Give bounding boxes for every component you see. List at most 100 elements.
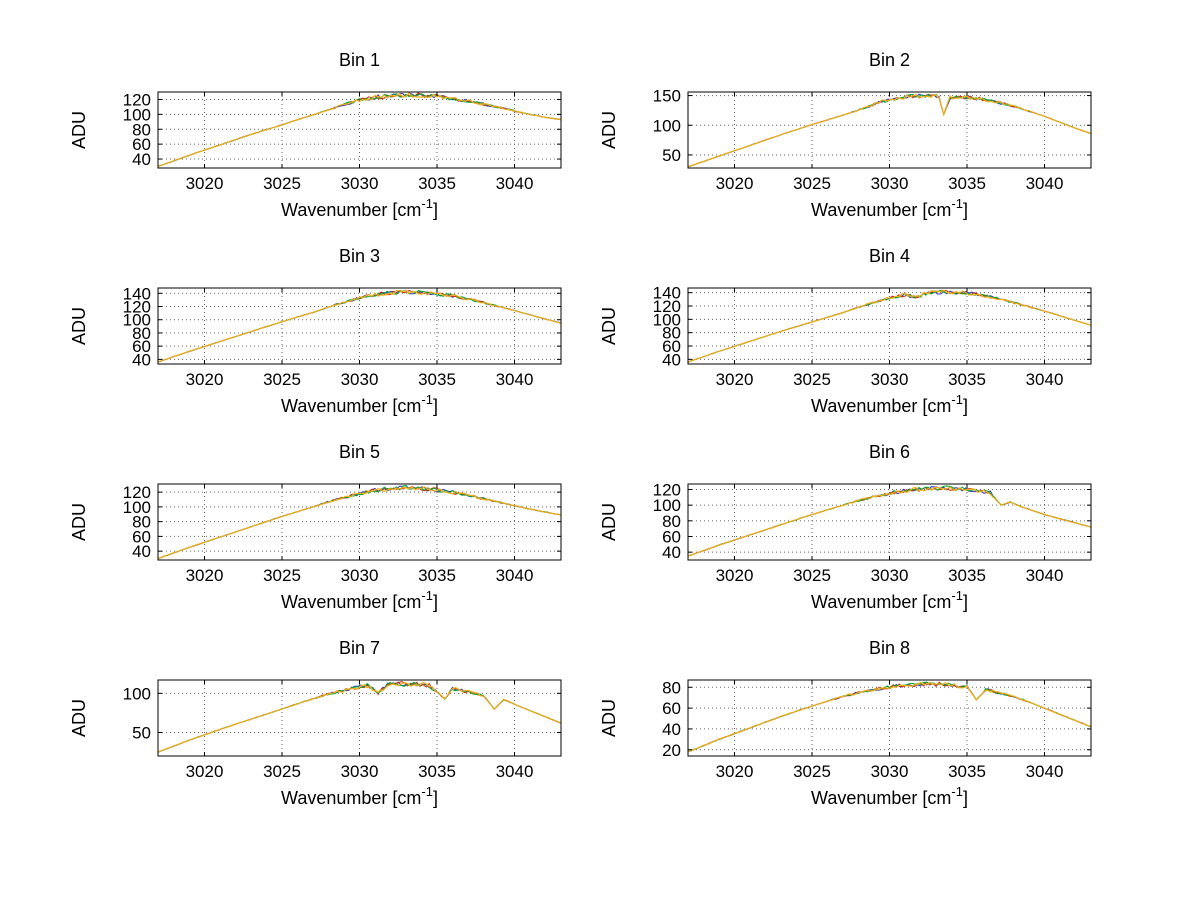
- y-tick-label: 120: [123, 483, 151, 502]
- y-tick-label: 50: [132, 723, 151, 742]
- x-tick-label: 3025: [263, 370, 301, 389]
- x-tick-label: 3040: [496, 370, 534, 389]
- x-axis-label: Wavenumber [cm-1]: [281, 196, 438, 220]
- y-axis-label: ADU: [599, 503, 619, 541]
- x-tick-label: 3020: [186, 370, 224, 389]
- x-tick-label: 3040: [1026, 762, 1064, 781]
- y-tick-label: 100: [653, 310, 681, 329]
- x-tick-label: 3020: [716, 370, 754, 389]
- y-tick-label: 40: [662, 350, 681, 369]
- subplot-bin-8: Bin 8 ADU Wavenumber [cm-1] 3020 3025 3030…: [599, 638, 1092, 808]
- y-tick-label: 120: [653, 480, 681, 499]
- x-tick-label: 3040: [1026, 370, 1064, 389]
- chart-title: Bin 7: [339, 638, 380, 658]
- x-tick-label: 3040: [1026, 174, 1064, 193]
- x-tick-label: 3025: [263, 566, 301, 585]
- x-axis-label: Wavenumber [cm-1]: [811, 588, 968, 612]
- y-tick-label: 100: [123, 105, 151, 124]
- series-trace-yellow: [157, 681, 562, 753]
- y-tick-label: 120: [123, 298, 151, 317]
- x-tick-label: 3035: [948, 370, 986, 389]
- y-tick-label: 80: [132, 513, 151, 532]
- x-tick-label: 3020: [186, 566, 224, 585]
- x-tick-label: 3035: [948, 762, 986, 781]
- plot-area: 3020 3025 3030 3035 3040 50 100: [123, 679, 562, 781]
- chart-title: Bin 2: [869, 50, 910, 70]
- series-trace-blue: [687, 93, 1092, 168]
- x-tick-label: 3035: [948, 566, 986, 585]
- y-tick-label: 60: [662, 337, 681, 356]
- x-tick-label: 3025: [793, 370, 831, 389]
- plot-area: 3020 3025 3030 3035 3040 20 40 60 80: [662, 678, 1092, 781]
- y-tick-label: 120: [653, 297, 681, 316]
- y-tick-label: 100: [123, 498, 151, 517]
- y-tick-label: 40: [132, 350, 151, 369]
- y-tick-label: 80: [662, 324, 681, 343]
- x-tick-label: 3025: [793, 566, 831, 585]
- y-tick-label: 50: [662, 146, 681, 165]
- series-trace-yellow: [157, 289, 562, 363]
- series-trace-blue: [687, 486, 1092, 557]
- plot-area: 3020 3025 3030 3035 3040 50 100 150: [653, 87, 1092, 193]
- series-trace-red: [687, 93, 1092, 168]
- x-tick-label: 3030: [341, 566, 379, 585]
- x-tick-label: 3020: [716, 566, 754, 585]
- x-axis-label: Wavenumber [cm-1]: [811, 784, 968, 808]
- x-tick-label: 3040: [1026, 566, 1064, 585]
- y-tick-label: 120: [123, 90, 151, 109]
- y-tick-label: 60: [662, 527, 681, 546]
- x-axis-label: Wavenumber [cm-1]: [281, 392, 438, 416]
- chart-title: Bin 5: [339, 442, 380, 462]
- subplot-bin-5: Bin 5 ADU Wavenumber [cm-1] 3020 3025 3030…: [69, 442, 562, 612]
- subplot-bin-7: Bin 7 ADU Wavenumber [cm-1] 3020 3025 3030…: [69, 638, 562, 808]
- x-tick-label: 3025: [793, 762, 831, 781]
- y-tick-label: 20: [662, 741, 681, 760]
- x-tick-label: 3025: [263, 174, 301, 193]
- series-trace-yellow: [157, 486, 562, 560]
- chart-title: Bin 4: [869, 246, 910, 266]
- series-trace-green: [687, 93, 1092, 168]
- x-tick-label: 3020: [186, 762, 224, 781]
- subplot-bin-1: Bin 1 ADU Wavenumber [cm-1] 3020 3025 3030…: [69, 50, 562, 220]
- series-trace-green: [687, 289, 1092, 363]
- x-tick-label: 3035: [418, 566, 456, 585]
- x-tick-label: 3030: [341, 370, 379, 389]
- x-tick-label: 3040: [496, 762, 534, 781]
- y-tick-label: 60: [132, 527, 151, 546]
- chart-title: Bin 3: [339, 246, 380, 266]
- x-tick-label: 3020: [716, 174, 754, 193]
- y-axis-label: ADU: [599, 111, 619, 149]
- series-trace-blue: [687, 290, 1092, 363]
- x-tick-label: 3030: [341, 174, 379, 193]
- x-tick-label: 3040: [496, 566, 534, 585]
- x-tick-label: 3020: [716, 762, 754, 781]
- y-tick-label: 40: [662, 543, 681, 562]
- y-tick-label: 80: [132, 324, 151, 343]
- subplot-bin-2: Bin 2 ADU Wavenumber [cm-1] 3020 3025 3030…: [599, 50, 1092, 220]
- y-axis-label: ADU: [69, 111, 89, 149]
- series-trace-yellow: [687, 486, 1092, 557]
- x-tick-label: 3030: [871, 370, 909, 389]
- x-tick-label: 3035: [418, 762, 456, 781]
- y-axis-label: ADU: [599, 307, 619, 345]
- y-tick-label: 60: [132, 337, 151, 356]
- series-trace-yellow: [687, 681, 1092, 753]
- y-tick-label: 40: [132, 150, 151, 169]
- y-tick-label: 150: [653, 87, 681, 106]
- x-tick-label: 3035: [948, 174, 986, 193]
- x-tick-label: 3030: [871, 762, 909, 781]
- x-tick-label: 3025: [793, 174, 831, 193]
- y-tick-label: 100: [123, 311, 151, 330]
- y-tick-label: 140: [123, 284, 151, 303]
- x-tick-label: 3030: [341, 762, 379, 781]
- y-tick-label: 40: [132, 542, 151, 561]
- y-tick-label: 100: [653, 496, 681, 515]
- series-trace-yellow: [687, 94, 1092, 168]
- subplot-bin-3: Bin 3 ADU Wavenumber [cm-1] 3020 3025 3030…: [69, 246, 562, 416]
- x-axis-label: Wavenumber [cm-1]: [281, 784, 438, 808]
